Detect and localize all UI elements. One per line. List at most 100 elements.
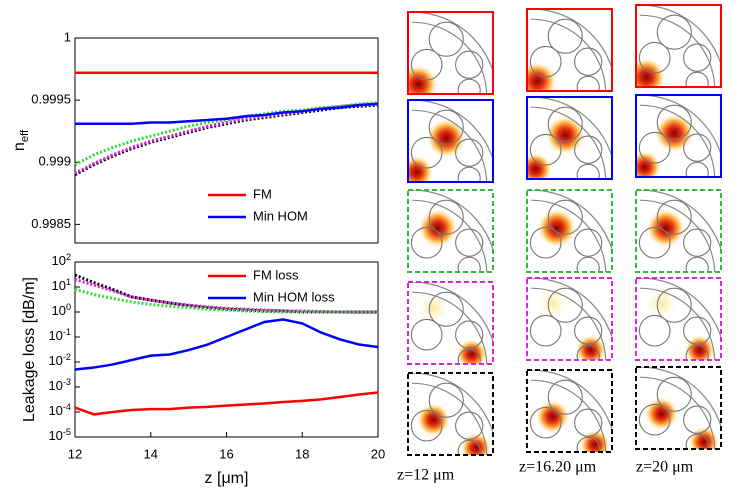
capillary (576, 436, 600, 452)
mode-panel (635, 94, 722, 178)
capillary (410, 48, 443, 81)
y-tick-label: 0.9995 (31, 92, 71, 107)
mode-field (646, 208, 686, 248)
panel-content (408, 373, 493, 455)
cladding-arc (411, 190, 493, 252)
mode-field (537, 208, 577, 248)
mode-panel (526, 8, 613, 92)
capillary (574, 316, 603, 345)
series-line (74, 101, 379, 167)
cladding-arc (530, 287, 607, 360)
mode-panel (407, 11, 494, 95)
plot-frame (74, 37, 379, 244)
panel-border (407, 99, 494, 183)
capillary (685, 433, 709, 449)
capillary (457, 78, 481, 94)
panel-border (526, 277, 613, 361)
mode-panel (635, 366, 722, 450)
series-line (74, 318, 379, 371)
cladding-arc (639, 287, 716, 360)
panel-content (408, 100, 493, 182)
cladding-arc (639, 278, 721, 340)
panel-content (636, 278, 721, 360)
mode-field (408, 64, 438, 94)
capillary (547, 379, 583, 415)
panel-border (526, 189, 613, 273)
capillary (576, 344, 600, 360)
x-tick-label: 20 (371, 446, 385, 461)
capillary (457, 348, 481, 364)
mode-field (636, 57, 666, 87)
series-line (74, 391, 379, 416)
capillary (576, 75, 600, 91)
mode-panel (407, 372, 494, 456)
cladding-arc (639, 190, 721, 252)
mode-field (535, 399, 570, 434)
capillary (685, 161, 709, 177)
capillary (656, 376, 692, 412)
capillary (529, 406, 562, 439)
mode-field (684, 334, 716, 360)
cladding-arc (530, 199, 607, 272)
mode-field (456, 338, 488, 364)
y-tick-label: 0.9985 (31, 216, 71, 231)
mode-field (644, 396, 679, 431)
mode-field (416, 402, 451, 437)
capillary (428, 21, 464, 57)
mode-field (408, 155, 434, 182)
capillary (457, 256, 481, 272)
mode-field (535, 286, 570, 321)
panel-content (636, 95, 721, 177)
capillary (428, 382, 464, 418)
capillary (455, 228, 484, 257)
capillary (574, 47, 603, 76)
y-tick-label: 102 (51, 252, 71, 268)
capillary (547, 199, 583, 235)
mode-panel (635, 4, 722, 88)
mode-panel (526, 96, 613, 180)
mode-panel (407, 281, 494, 365)
cladding-arc (411, 291, 488, 364)
capillary (685, 344, 709, 360)
capillary (547, 287, 583, 323)
capillary (457, 439, 481, 455)
y-tick-label: 101 (51, 277, 71, 293)
capillary (683, 43, 712, 72)
panel-content (527, 370, 612, 452)
capillary (574, 135, 603, 164)
panel-border (526, 369, 613, 453)
capillary (529, 133, 562, 166)
mode-field (636, 150, 662, 177)
legend-label: FM (253, 186, 272, 201)
capillary (683, 316, 712, 345)
mode-panel (407, 189, 494, 273)
mode-panel (635, 277, 722, 361)
cladding-arc (530, 370, 612, 432)
panel-content (636, 367, 721, 449)
capillary (656, 14, 692, 50)
cladding-arc (411, 282, 493, 344)
panel-content (527, 9, 612, 91)
cladding-arc (639, 367, 721, 429)
capillary (638, 403, 671, 436)
y-tick-label: 1 (64, 29, 71, 44)
mode-panel (526, 189, 613, 273)
capillary (656, 199, 692, 235)
y-tick-label: 10-4 (48, 402, 71, 418)
series-line (74, 103, 379, 176)
panel-content (636, 5, 721, 87)
panel-border (526, 96, 613, 180)
x-axis-label: z [μm] (205, 470, 249, 487)
cladding-arc (530, 18, 607, 91)
capillary (410, 318, 443, 351)
panel-caption: z=16.20 μm (519, 459, 597, 476)
capillary (683, 228, 712, 257)
panel-border (635, 366, 722, 450)
series-line (74, 278, 378, 314)
capillary (683, 405, 712, 434)
capillary (685, 256, 709, 272)
cladding-arc (639, 95, 721, 157)
mode-panel (526, 369, 613, 453)
panel-content (527, 190, 612, 272)
